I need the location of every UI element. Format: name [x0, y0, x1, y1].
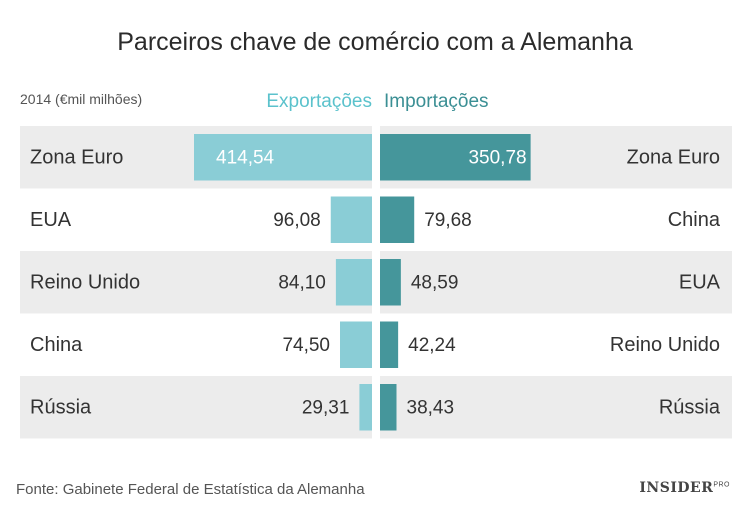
import-category-label: Rússia — [659, 397, 721, 419]
import-value-label: 79,68 — [424, 210, 472, 231]
export-bar — [340, 321, 372, 368]
export-bar — [330, 196, 372, 243]
exports-header: Exportações — [266, 91, 372, 112]
import-bar — [380, 196, 415, 243]
import-value-label: 350,78 — [468, 147, 526, 168]
unit-note: 2014 (€mil milhões) — [20, 91, 143, 107]
export-value-label: 96,08 — [273, 210, 321, 231]
export-bar — [359, 384, 372, 431]
import-category-label: China — [668, 209, 721, 231]
import-bar — [380, 321, 399, 368]
imports-header: Importações — [384, 91, 489, 112]
import-value-label: 48,59 — [411, 272, 459, 293]
import-bar — [380, 259, 401, 306]
export-value-label: 29,31 — [302, 397, 350, 418]
insider-pro-logo: INSIDERPRO — [639, 480, 730, 496]
export-bar — [335, 259, 372, 306]
export-category-label: China — [30, 334, 83, 356]
source-note: Fonte: Gabinete Federal de Estatística d… — [16, 481, 365, 498]
import-category-label: Zona Euro — [627, 147, 720, 169]
import-bar — [380, 134, 531, 181]
export-value-label: 74,50 — [282, 335, 330, 356]
import-value-label: 42,24 — [408, 335, 456, 356]
export-category-label: Rússia — [30, 397, 92, 419]
export-value-label: 84,10 — [278, 272, 326, 293]
export-category-label: Zona Euro — [30, 147, 123, 169]
chart-title: Parceiros chave de comércio com a Aleman… — [117, 28, 633, 56]
export-bar — [194, 134, 372, 181]
import-bar — [380, 384, 397, 431]
export-value-label: 414,54 — [216, 147, 275, 168]
export-category-label: Reino Unido — [30, 272, 140, 294]
export-category-label: EUA — [30, 209, 72, 231]
import-category-label: Reino Unido — [610, 334, 720, 356]
center-divider — [372, 126, 380, 439]
import-category-label: EUA — [679, 272, 721, 294]
import-value-label: 38,43 — [407, 397, 455, 418]
